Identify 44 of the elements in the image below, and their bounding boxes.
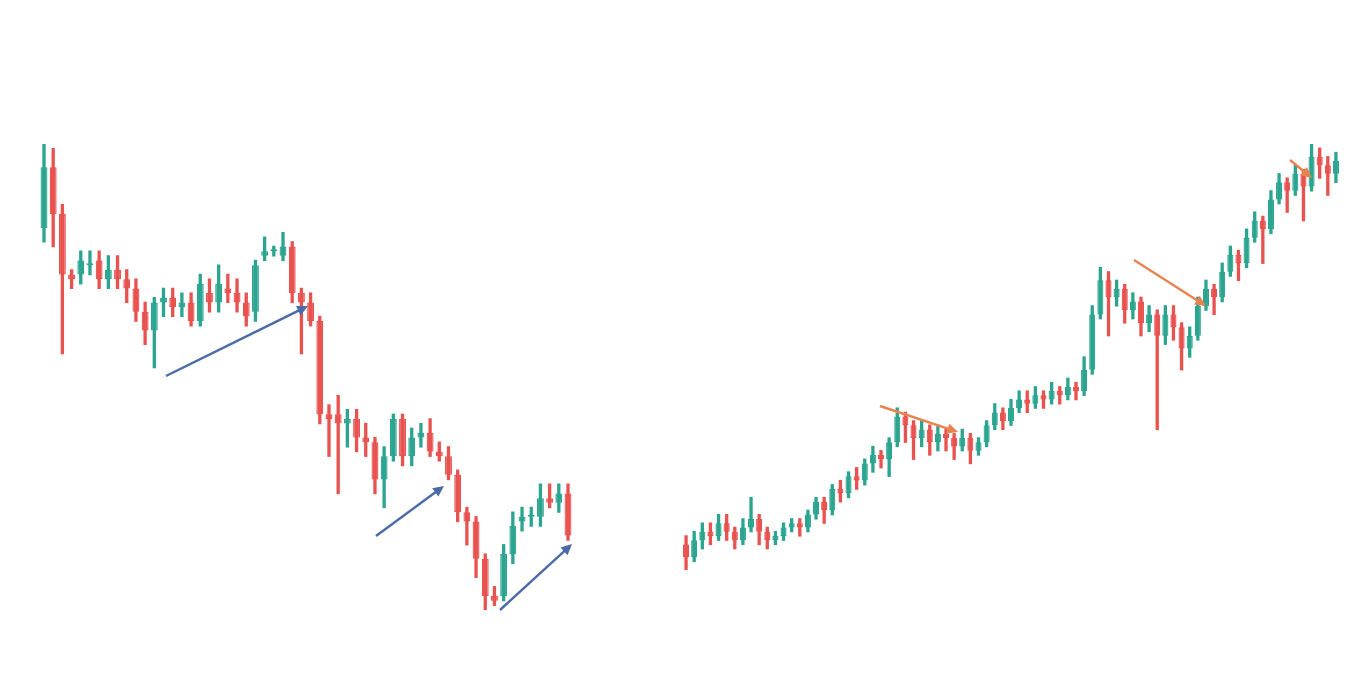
candlestick: [1081, 356, 1088, 396]
candlestick: [491, 586, 498, 606]
candlestick: [325, 404, 333, 457]
candlestick: [1072, 381, 1080, 401]
candlestick: [804, 509, 811, 533]
candlestick: [1129, 292, 1136, 320]
candlestick: [353, 408, 361, 453]
candlestick: [942, 428, 950, 452]
candlestick: [683, 535, 690, 570]
candlestick: [821, 496, 828, 524]
candlestick: [869, 445, 876, 473]
candlestick: [999, 407, 1006, 431]
candlestick: [68, 269, 76, 290]
candlestick: [251, 259, 259, 322]
candlestick: [1146, 305, 1153, 333]
candlestick: [1007, 398, 1015, 426]
candlestick: [343, 408, 351, 448]
candlestick: [1064, 377, 1071, 401]
candlestick: [536, 483, 544, 527]
candlestick: [1016, 390, 1023, 414]
candlestick: [756, 513, 763, 546]
candlestick: [307, 292, 315, 327]
candlestick: [1211, 283, 1218, 316]
candlestick: [546, 483, 554, 509]
candlestick: [1259, 215, 1266, 264]
candlestick: [463, 506, 471, 546]
candlestick: [1137, 296, 1145, 337]
candlestick: [445, 446, 452, 481]
candlestick: [114, 255, 121, 290]
candlestick: [877, 450, 885, 469]
candlestick: [1332, 151, 1339, 183]
candlestick: [975, 437, 982, 456]
candlestick: [951, 433, 958, 460]
candlestick: [399, 413, 406, 467]
candlestick: [261, 236, 269, 262]
candlestick: [739, 518, 746, 546]
candlestick: [1202, 279, 1210, 311]
candlestick: [1267, 190, 1274, 235]
candlestick: [1276, 173, 1283, 205]
candlestick: [886, 437, 893, 477]
candlestick: [934, 424, 941, 452]
candlestick: [58, 203, 66, 355]
candlestick: [206, 278, 213, 313]
candlestick: [160, 287, 167, 318]
